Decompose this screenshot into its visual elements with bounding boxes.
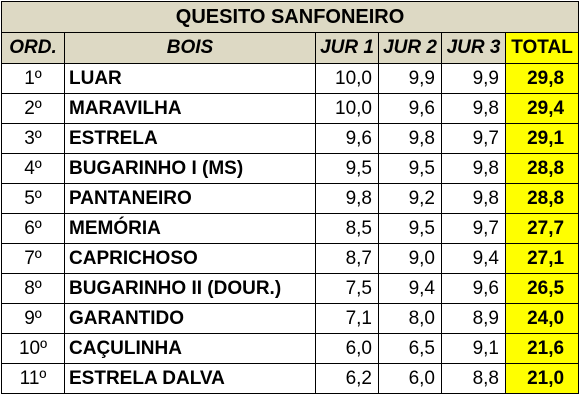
jur2-cell: 6,5 bbox=[378, 333, 442, 364]
table-row: 10º CAÇULINHA 6,0 6,5 9,1 21,6 bbox=[1, 333, 579, 364]
jur3-cell: 9,1 bbox=[441, 333, 506, 364]
header-jur3: JUR 3 bbox=[441, 32, 506, 64]
header-ord: ORD. bbox=[1, 32, 65, 64]
name-cell: MARAVILHA bbox=[64, 93, 316, 124]
name-cell: GARANTIDO bbox=[64, 303, 316, 334]
total-cell: 27,1 bbox=[504, 243, 579, 274]
jur1-cell: 7,5 bbox=[315, 273, 379, 304]
table-row: 9º GARANTIDO 7,1 8,0 8,9 24,0 bbox=[1, 303, 579, 334]
jur3-cell: 9,8 bbox=[441, 93, 506, 124]
jur1-cell: 9,8 bbox=[315, 183, 379, 214]
jur2-cell: 9,9 bbox=[378, 63, 442, 94]
jur3-cell: 9,6 bbox=[441, 273, 506, 304]
rank-cell: 6º bbox=[1, 213, 65, 244]
table-row: 4º BUGARINHO I (MS) 9,5 9,5 9,8 28,8 bbox=[1, 153, 579, 184]
jur1-cell: 6,2 bbox=[315, 363, 379, 394]
jur2-cell: 9,8 bbox=[378, 123, 442, 154]
title-row: QUESITO SANFONEIRO bbox=[0, 1, 579, 33]
rank-cell: 8º bbox=[1, 273, 65, 304]
rank-cell: 4º bbox=[1, 153, 65, 184]
jur3-cell: 9,8 bbox=[441, 183, 506, 214]
jur3-cell: 9,7 bbox=[441, 123, 506, 154]
jur2-cell: 8,0 bbox=[378, 303, 442, 334]
total-cell: 24,0 bbox=[504, 303, 579, 334]
jur3-cell: 9,7 bbox=[441, 213, 506, 244]
table-row: 5º PANTANEIRO 9,8 9,2 9,8 28,8 bbox=[1, 183, 579, 214]
name-cell: ESTRELA DALVA bbox=[64, 363, 316, 394]
jur1-cell: 8,5 bbox=[315, 213, 379, 244]
jur3-cell: 8,9 bbox=[441, 303, 506, 334]
header-jur1: JUR 1 bbox=[315, 32, 379, 64]
jur2-cell: 9,5 bbox=[378, 213, 442, 244]
header-jur2: JUR 2 bbox=[378, 32, 442, 64]
table-title: QUESITO SANFONEIRO bbox=[0, 1, 579, 33]
table-row: 2º MARAVILHA 10,0 9,6 9,8 29,4 bbox=[1, 93, 579, 124]
rank-cell: 3º bbox=[1, 123, 65, 154]
total-cell: 21,6 bbox=[504, 333, 579, 364]
rank-cell: 7º bbox=[1, 243, 65, 274]
name-cell: CAPRICHOSO bbox=[64, 243, 316, 274]
jur3-cell: 9,4 bbox=[441, 243, 506, 274]
jur2-cell: 6,0 bbox=[378, 363, 442, 394]
name-cell: MEMÓRIA bbox=[64, 213, 316, 244]
total-cell: 26,5 bbox=[504, 273, 579, 304]
total-cell: 28,8 bbox=[504, 183, 579, 214]
jur1-cell: 6,0 bbox=[315, 333, 379, 364]
jur2-cell: 9,6 bbox=[378, 93, 442, 124]
jur3-cell: 9,8 bbox=[441, 153, 506, 184]
name-cell: PANTANEIRO bbox=[64, 183, 316, 214]
jur2-cell: 9,2 bbox=[378, 183, 442, 214]
rank-cell: 1º bbox=[1, 63, 65, 94]
jur1-cell: 9,6 bbox=[315, 123, 379, 154]
jur1-cell: 9,5 bbox=[315, 153, 379, 184]
name-cell: BUGARINHO II (DOUR.) bbox=[64, 273, 316, 304]
total-cell: 29,8 bbox=[504, 63, 579, 94]
jur3-cell: 9,9 bbox=[441, 63, 506, 94]
jur1-cell: 10,0 bbox=[315, 63, 379, 94]
rank-cell: 11º bbox=[1, 363, 65, 394]
jur3-cell: 8,8 bbox=[441, 363, 506, 394]
jur1-cell: 10,0 bbox=[315, 93, 379, 124]
table-row: 11º ESTRELA DALVA 6,2 6,0 8,8 21,0 bbox=[1, 363, 579, 394]
table-row: 7º CAPRICHOSO 8,7 9,0 9,4 27,1 bbox=[1, 243, 579, 274]
jur2-cell: 9,4 bbox=[378, 273, 442, 304]
table-row: 3º ESTRELA 9,6 9,8 9,7 29,1 bbox=[1, 123, 579, 154]
total-cell: 29,4 bbox=[504, 93, 579, 124]
total-cell: 27,7 bbox=[504, 213, 579, 244]
table-row: 6º MEMÓRIA 8,5 9,5 9,7 27,7 bbox=[1, 213, 579, 244]
results-table: QUESITO SANFONEIRO ORD. BOIS JUR 1 JUR 2… bbox=[0, 1, 579, 394]
header-total: TOTAL bbox=[504, 32, 579, 64]
table-row: 1º LUAR 10,0 9,9 9,9 29,8 bbox=[1, 63, 579, 94]
name-cell: BUGARINHO I (MS) bbox=[64, 153, 316, 184]
header-row: ORD. BOIS JUR 1 JUR 2 JUR 3 TOTAL bbox=[1, 32, 579, 64]
name-cell: CAÇULINHA bbox=[64, 333, 316, 364]
jur2-cell: 9,0 bbox=[378, 243, 442, 274]
jur2-cell: 9,5 bbox=[378, 153, 442, 184]
jur1-cell: 8,7 bbox=[315, 243, 379, 274]
rank-cell: 10º bbox=[1, 333, 65, 364]
total-cell: 28,8 bbox=[504, 153, 579, 184]
rank-cell: 9º bbox=[1, 303, 65, 334]
header-bois: BOIS bbox=[64, 32, 316, 64]
table-row: 8º BUGARINHO II (DOUR.) 7,5 9,4 9,6 26,5 bbox=[1, 273, 579, 304]
total-cell: 21,0 bbox=[504, 363, 579, 394]
name-cell: ESTRELA bbox=[64, 123, 316, 154]
rank-cell: 5º bbox=[1, 183, 65, 214]
rank-cell: 2º bbox=[1, 93, 65, 124]
jur1-cell: 7,1 bbox=[315, 303, 379, 334]
name-cell: LUAR bbox=[64, 63, 316, 94]
total-cell: 29,1 bbox=[504, 123, 579, 154]
